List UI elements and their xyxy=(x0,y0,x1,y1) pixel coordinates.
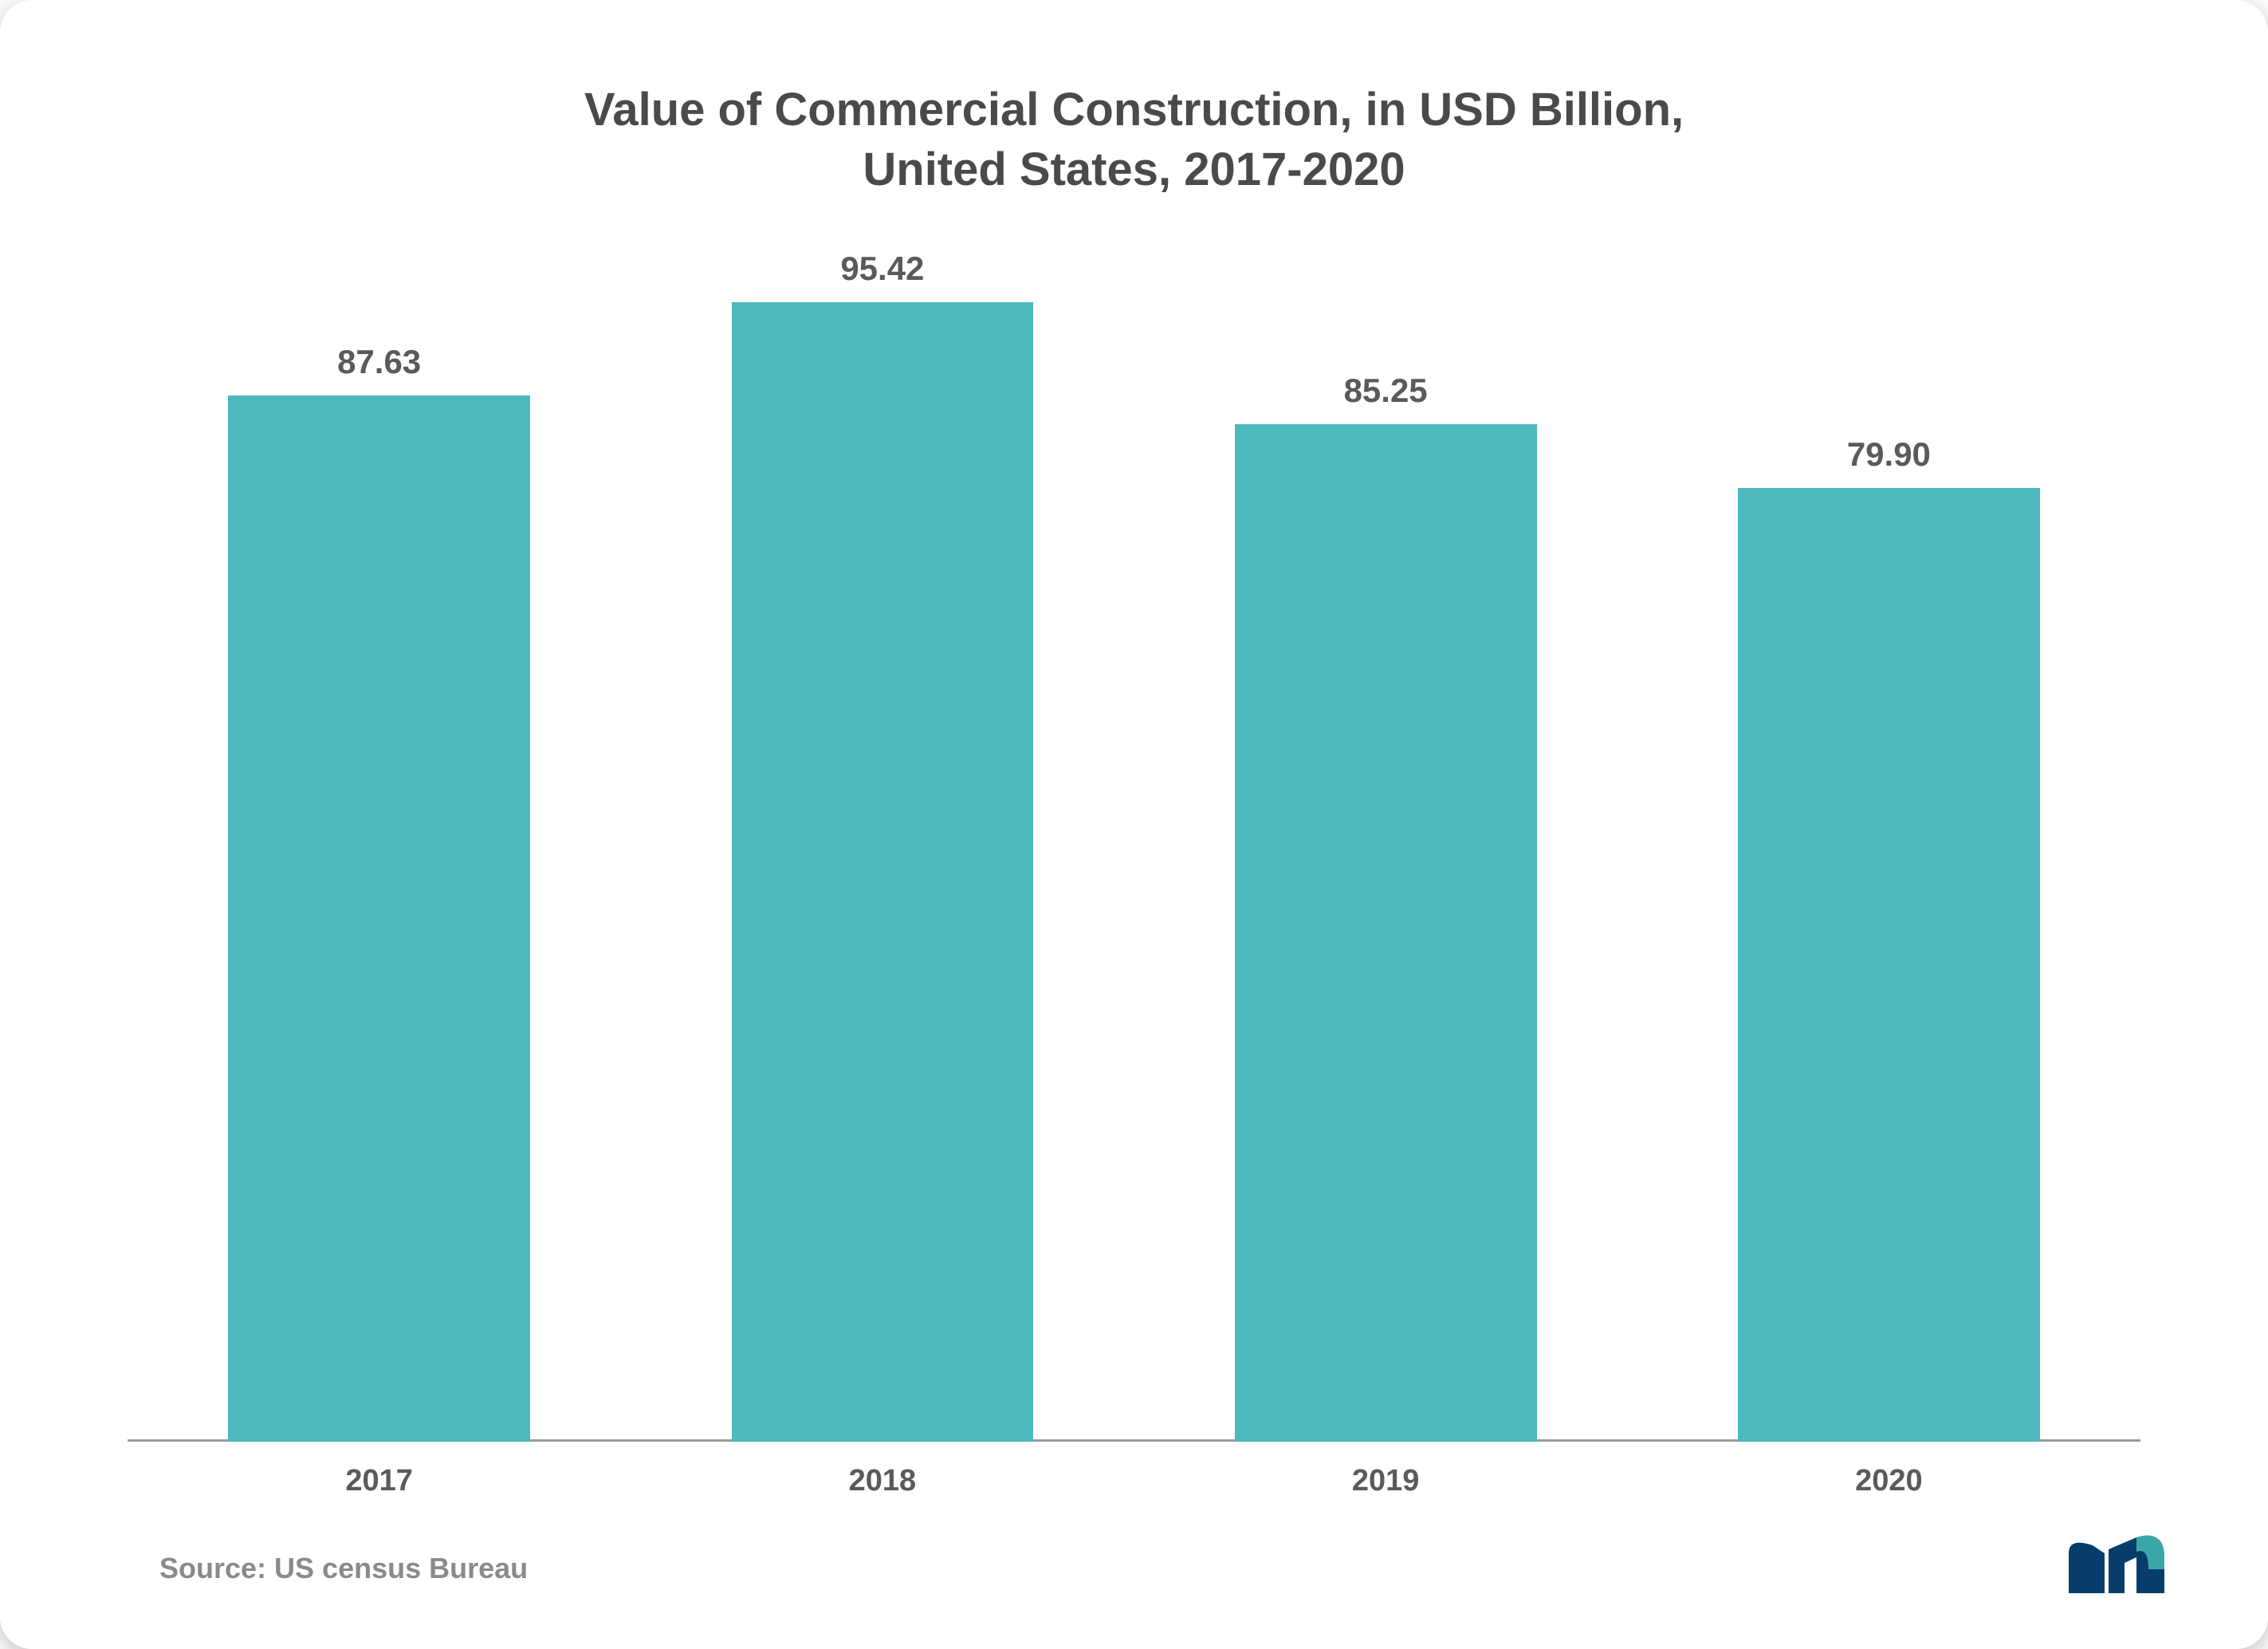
chart-plot: 87.63 95.42 85.25 79.90 2017201820192020 xyxy=(128,248,2140,1537)
chart-card: Value of Commercial Construction, in USD… xyxy=(0,0,2268,1649)
plot-area: 87.63 95.42 85.25 79.90 xyxy=(128,248,2140,1442)
x-tick-label: 2020 xyxy=(1637,1464,2140,1498)
bar-value-label: 85.25 xyxy=(1344,372,1428,410)
bar-value-label: 87.63 xyxy=(337,343,421,381)
bar-value-label: 79.90 xyxy=(1847,435,1931,474)
x-labels: 2017201820192020 xyxy=(128,1442,2140,1537)
chart-title: Value of Commercial Construction, in USD… xyxy=(128,80,2140,200)
brand-logo xyxy=(2061,1529,2172,1601)
bars-container: 87.63 95.42 85.25 79.90 xyxy=(128,248,2140,1442)
bar xyxy=(732,302,1034,1442)
logo-icon xyxy=(2061,1529,2172,1601)
x-tick-label: 2018 xyxy=(631,1464,1134,1498)
x-tick-label: 2019 xyxy=(1134,1464,1637,1498)
bar-column: 85.25 xyxy=(1134,248,1637,1442)
bar xyxy=(1738,488,2040,1442)
bar xyxy=(1235,424,1537,1442)
bar xyxy=(228,396,530,1442)
bar-column: 95.42 xyxy=(631,248,1134,1442)
bar-column: 87.63 xyxy=(128,248,631,1442)
bar-column: 79.90 xyxy=(1637,248,2140,1442)
bar-value-label: 95.42 xyxy=(840,250,924,288)
x-tick-label: 2017 xyxy=(128,1464,631,1498)
source-attribution: Source: US census Bureau xyxy=(159,1552,528,1585)
